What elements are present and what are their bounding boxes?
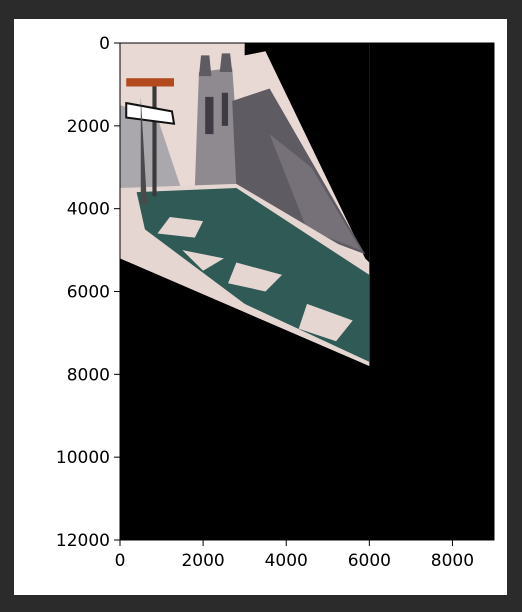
snow-patch xyxy=(182,250,224,271)
street-name-sign xyxy=(126,78,175,87)
warped-image xyxy=(120,43,370,367)
x-tick-label: 8000 xyxy=(431,551,474,571)
x-tick-label: 4000 xyxy=(265,551,308,571)
y-tick-label: 6000 xyxy=(67,283,110,303)
second-pole xyxy=(140,96,148,205)
matplotlib-figure: 0 2000 4000 6000 8000 0 2000 4000 6000 8000 10000… xyxy=(14,19,507,595)
church-window xyxy=(221,92,229,126)
snow-patch xyxy=(157,216,204,238)
one-way-sign xyxy=(125,101,176,125)
y-tick-label: 4000 xyxy=(67,200,110,220)
y-tick-label: 12000 xyxy=(56,531,110,551)
church-wall xyxy=(269,134,362,251)
photo-warp-gap xyxy=(244,43,370,263)
y-tick-label: 2000 xyxy=(67,117,110,137)
plot-canvas: 0 2000 4000 6000 8000 0 2000 4000 6000 8000 10000… xyxy=(56,34,495,571)
axes xyxy=(119,42,495,541)
x-tick-label: 0 xyxy=(115,551,126,571)
y-tick-label: 10000 xyxy=(56,448,110,468)
tower-pinnacle xyxy=(219,53,233,72)
y-tick-label: 0 xyxy=(99,34,110,54)
bare-trees xyxy=(120,105,183,201)
tower-pinnacle xyxy=(198,55,212,77)
x-tick-label: 6000 xyxy=(348,551,391,571)
x-axis: 0 2000 4000 6000 8000 xyxy=(115,540,474,571)
sign-pole xyxy=(152,80,157,197)
snow-patch xyxy=(298,303,353,342)
snow-patch xyxy=(228,262,283,292)
y-axis: 0 2000 4000 6000 8000 10000 12000 xyxy=(56,34,120,551)
church-window xyxy=(205,96,214,135)
y-tick-label: 8000 xyxy=(67,365,110,385)
x-tick-label: 2000 xyxy=(181,551,224,571)
